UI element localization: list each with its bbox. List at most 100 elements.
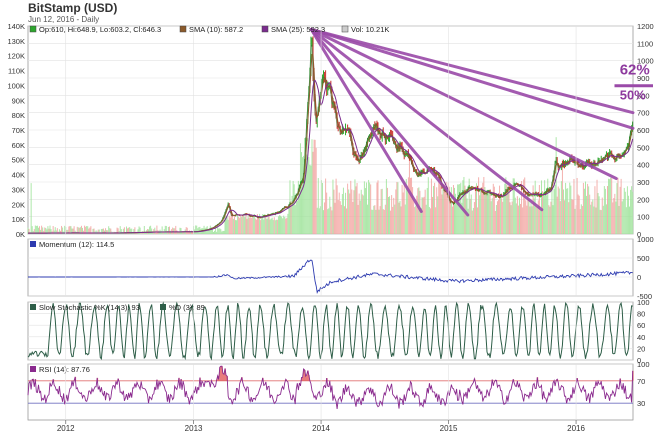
volume-bar xyxy=(447,182,449,234)
volume-bar xyxy=(467,208,469,234)
volume-bar xyxy=(531,206,533,234)
fib-level-label: 50% xyxy=(620,88,646,103)
volume-bar xyxy=(416,195,418,234)
x-tick-label: 2014 xyxy=(312,424,330,432)
stochastic-tick-label: 0 xyxy=(637,356,641,365)
volume-bar xyxy=(429,208,431,234)
volume-bar xyxy=(260,220,262,234)
volume-bar xyxy=(455,193,457,234)
volume-bar xyxy=(78,227,80,234)
volume-bar xyxy=(221,231,223,234)
volume-bar xyxy=(492,183,494,234)
volume-bar xyxy=(34,225,36,234)
volume-bar xyxy=(81,227,83,234)
volume-bar xyxy=(185,227,187,234)
volume-bar xyxy=(245,213,247,234)
volume-bar xyxy=(293,184,295,234)
volume-bar xyxy=(602,205,604,234)
fan-trendline xyxy=(309,27,544,212)
volume-bar xyxy=(389,196,391,234)
volume-bar xyxy=(380,189,382,234)
volume-bar xyxy=(596,179,598,234)
legend-swatch xyxy=(179,25,187,33)
volume-bar xyxy=(343,206,345,234)
volume-bar xyxy=(320,180,322,234)
volume-bar xyxy=(631,186,633,234)
volume-bar xyxy=(612,202,614,234)
volume-bar xyxy=(102,228,104,234)
volume-bar xyxy=(530,202,532,234)
volume-bar xyxy=(502,201,504,234)
volume-bar xyxy=(187,231,189,234)
volume-bar xyxy=(67,229,69,234)
fan-trendline xyxy=(309,27,635,115)
chart-title: BitStamp (USD) xyxy=(28,1,117,15)
volume-bar xyxy=(550,201,552,234)
price-left-tick-label: 40K xyxy=(12,171,25,180)
volume-bar xyxy=(108,226,110,234)
volume-bar xyxy=(586,195,588,234)
volume-bar xyxy=(399,200,401,234)
volume-bar xyxy=(266,219,268,234)
volume-bar xyxy=(323,210,325,234)
volume-bar xyxy=(149,226,151,234)
volume-bar xyxy=(468,178,470,234)
volume-bar xyxy=(368,179,370,234)
volume-bar xyxy=(48,228,50,234)
volume-bar xyxy=(478,177,480,234)
volume-bar xyxy=(271,217,273,234)
volume-bar xyxy=(397,182,399,234)
price-right-tick-label: 700 xyxy=(637,109,650,118)
volume-bar xyxy=(270,218,272,234)
volume-bar xyxy=(340,204,342,234)
volume-bar xyxy=(103,230,105,234)
volume-bar xyxy=(632,191,634,234)
volume-bar xyxy=(549,206,551,234)
volume-bar xyxy=(265,215,267,234)
volume-bar xyxy=(520,203,522,234)
legend-swatch xyxy=(341,25,349,33)
volume-bar xyxy=(415,205,417,234)
price-left-tick-label: 30K xyxy=(12,185,25,194)
volume-bar xyxy=(556,196,558,234)
volume-bar xyxy=(542,191,544,234)
volume-bar xyxy=(372,209,374,234)
volume-bar xyxy=(253,216,255,234)
volume-bar xyxy=(546,195,548,234)
volume-bar xyxy=(321,182,323,234)
volume-bar xyxy=(215,225,217,234)
volume-bar xyxy=(621,201,623,234)
volume-bar xyxy=(240,215,242,234)
fan-trendline xyxy=(309,27,618,181)
volume-bar xyxy=(214,230,216,234)
legend-label: Vol: 10.21K xyxy=(351,25,389,34)
volume-bar xyxy=(110,228,112,234)
price-left-tick-label: 130K xyxy=(7,37,25,46)
volume-bar xyxy=(177,232,179,234)
volume-bar xyxy=(425,204,427,234)
rsi-panel: 100 70 30 RSI (14): 87.76 xyxy=(27,360,650,421)
volume-bar xyxy=(413,200,415,234)
volume-bar xyxy=(248,217,250,234)
volume-bar xyxy=(87,226,89,234)
volume-bar xyxy=(97,229,99,234)
price-legend: Op:610, Hi:648.9, Lo:603.2, Cl:646.3 SMA … xyxy=(29,25,389,34)
volume-bar xyxy=(618,205,620,234)
volume-bar xyxy=(319,206,321,234)
volume-bar xyxy=(174,228,176,234)
volume-bar xyxy=(186,227,188,234)
volume-bar xyxy=(88,228,90,234)
volume-bar xyxy=(594,186,596,234)
volume-bar xyxy=(543,192,545,234)
fan-trendline xyxy=(309,27,423,213)
volume-bar xyxy=(426,188,428,234)
volume-bar xyxy=(310,165,312,234)
volume-bar xyxy=(419,190,421,234)
volume-bar xyxy=(262,213,264,234)
volume-bar xyxy=(470,194,472,234)
volume-bar xyxy=(331,210,333,234)
volume-bar xyxy=(189,231,191,234)
volume-bar xyxy=(226,215,228,234)
volume-bar xyxy=(564,200,566,234)
volume-bar xyxy=(623,187,625,234)
